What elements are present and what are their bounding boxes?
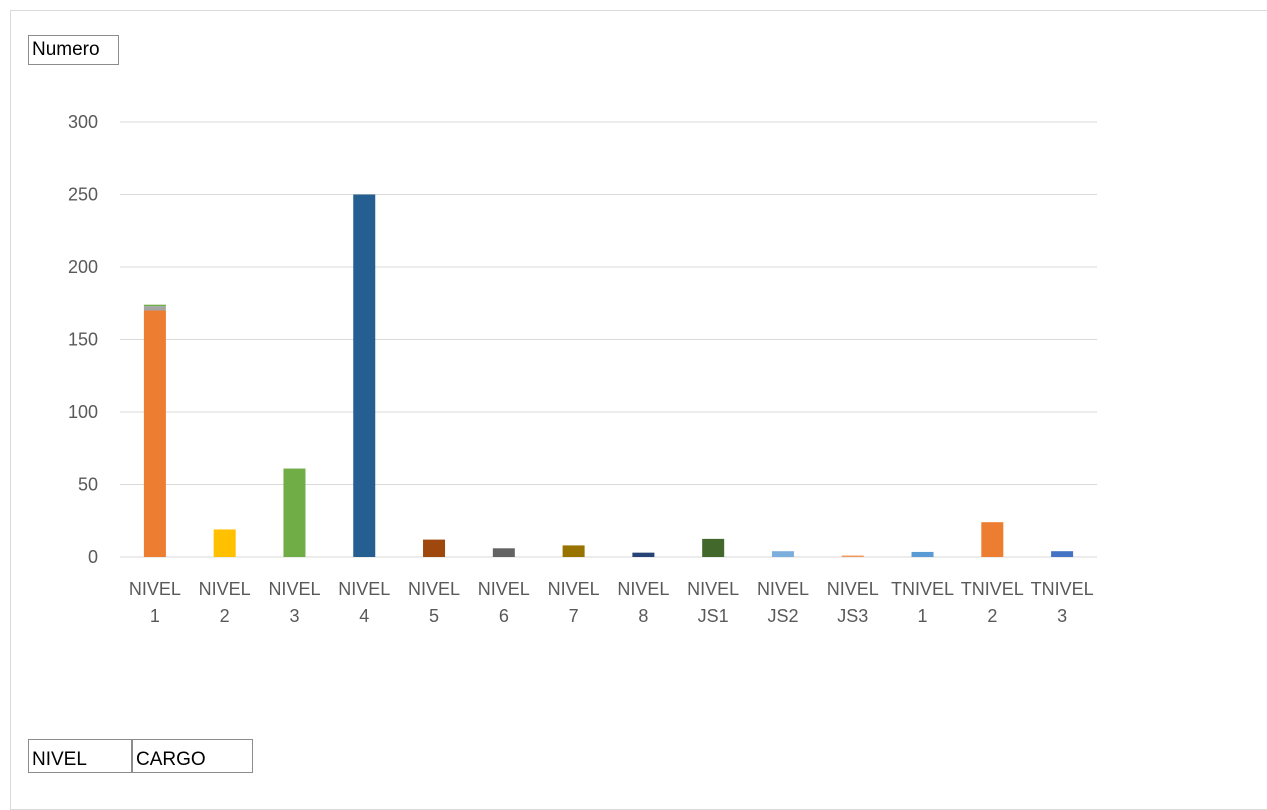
bar-segment[interactable] bbox=[143, 310, 166, 558]
x-category-label: NIVEL JS2 bbox=[757, 579, 809, 626]
x-category-label: NIVEL JS1 bbox=[687, 579, 739, 626]
x-category-label: TNIVEL 1 bbox=[891, 579, 954, 626]
x-category-label: NIVEL JS3 bbox=[827, 579, 879, 626]
bar-segment[interactable] bbox=[283, 468, 306, 557]
bar-segment[interactable] bbox=[911, 551, 934, 557]
bar-segment[interactable] bbox=[981, 522, 1004, 557]
x-category-label: NIVEL 5 bbox=[408, 579, 460, 626]
bar-segment[interactable] bbox=[353, 194, 376, 558]
series-field-button[interactable]: CARGO bbox=[132, 739, 253, 773]
bar-segment[interactable] bbox=[213, 529, 236, 557]
bar-segment[interactable] bbox=[143, 306, 166, 311]
y-axis-tick-labels: 0 50 100 150 200 250 300 bbox=[68, 112, 98, 567]
bar-segment[interactable] bbox=[841, 555, 864, 557]
y-tick-label: 50 bbox=[78, 475, 98, 495]
x-axis-category-labels: NIVEL 1 NIVEL 2 NIVEL 3 NIVEL 4 NIVEL 5 NIVEL 6 NIVE… bbox=[129, 579, 1094, 626]
bar-segment[interactable] bbox=[771, 551, 794, 557]
x-category-label: NIVEL 1 bbox=[129, 579, 181, 626]
bar-segment[interactable] bbox=[143, 304, 166, 307]
bars bbox=[143, 194, 1074, 558]
x-category-label: NIVEL 2 bbox=[199, 579, 251, 626]
x-category-label: NIVEL 3 bbox=[268, 579, 320, 626]
bar-segment[interactable] bbox=[562, 545, 585, 557]
gridlines bbox=[120, 121, 1097, 558]
bar-segment[interactable] bbox=[1051, 551, 1074, 557]
y-tick-label: 300 bbox=[68, 112, 98, 132]
y-tick-label: 200 bbox=[68, 257, 98, 277]
y-tick-label: 100 bbox=[68, 402, 98, 422]
x-category-label: NIVEL 7 bbox=[548, 579, 600, 626]
bar-segment[interactable] bbox=[492, 548, 515, 557]
x-category-label: TNIVEL 3 bbox=[1031, 579, 1094, 626]
row-field-button[interactable]: NIVEL bbox=[28, 739, 132, 773]
y-tick-label: 250 bbox=[68, 185, 98, 205]
x-category-label: NIVEL 8 bbox=[617, 579, 669, 626]
y-tick-label: 0 bbox=[88, 547, 98, 567]
bar-segment[interactable] bbox=[702, 538, 725, 557]
values-field-button[interactable]: Numero bbox=[28, 35, 119, 65]
y-tick-label: 150 bbox=[68, 330, 98, 350]
bar-segment[interactable] bbox=[423, 539, 446, 557]
x-category-label: NIVEL 4 bbox=[338, 579, 390, 626]
bar-segment[interactable] bbox=[632, 552, 655, 557]
x-category-label: TNIVEL 2 bbox=[961, 579, 1024, 626]
x-category-label: NIVEL 6 bbox=[478, 579, 530, 626]
